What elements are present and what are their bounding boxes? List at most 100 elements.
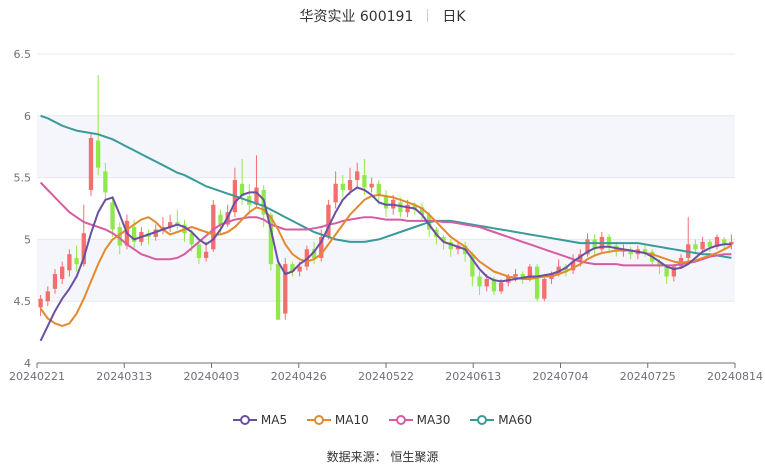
- x-tick-label: 20240725: [620, 370, 676, 383]
- candle-body: [275, 264, 281, 320]
- candlestick-chart: 44.555.566.5 20240221 20240313 20240403 202…: [9, 48, 763, 383]
- legend-ma30-label: MA30: [416, 412, 451, 427]
- legend-ma60[interactable]: MA60: [470, 413, 532, 427]
- candle: [96, 75, 101, 176]
- candle-body: [383, 196, 389, 209]
- candle-body: [369, 183, 374, 188]
- candle-body: [297, 266, 302, 272]
- candle: [347, 167, 353, 195]
- legend: MA5 MA10 MA30 MA60: [0, 412, 765, 430]
- candle-body: [218, 214, 223, 225]
- candle: [714, 234, 720, 250]
- candle: [254, 155, 259, 209]
- candle-body: [131, 227, 137, 242]
- candle: [628, 246, 633, 260]
- candle-body: [628, 249, 633, 255]
- candle-body: [448, 241, 453, 250]
- candle: [570, 254, 576, 275]
- candle: [52, 269, 58, 294]
- y-tick-label: 4.5: [14, 295, 32, 308]
- candle-body: [527, 266, 533, 279]
- candle-body: [167, 222, 173, 228]
- candle: [167, 214, 173, 232]
- candle: [362, 159, 367, 195]
- candle: [60, 261, 65, 284]
- candle-body: [45, 291, 50, 302]
- x-tick-label: 20240426: [271, 370, 327, 383]
- candle: [599, 231, 605, 252]
- candle-body: [520, 274, 525, 279]
- candle-body: [707, 241, 712, 247]
- candle: [275, 261, 281, 320]
- candle: [671, 264, 676, 282]
- candle-body: [283, 264, 288, 314]
- x-tick-label: 20240814: [707, 370, 763, 383]
- candle: [693, 239, 698, 255]
- candle-body: [74, 257, 79, 265]
- candle: [38, 295, 43, 317]
- candle-body: [398, 202, 403, 213]
- candle-body: [117, 227, 122, 246]
- title-divider: [427, 9, 429, 22]
- candle-body: [606, 236, 612, 246]
- candle-body: [88, 138, 94, 190]
- candle-body: [268, 214, 274, 265]
- chart-title: 华资实业 600191 日K: [0, 6, 765, 26]
- candle-body: [67, 254, 72, 271]
- candle: [592, 234, 597, 255]
- candle: [369, 177, 374, 193]
- candle-body: [556, 266, 561, 275]
- candle-body: [175, 222, 180, 225]
- candle-body: [355, 171, 360, 181]
- candle-body: [657, 261, 662, 267]
- candle-body: [592, 239, 597, 250]
- legend-ma10[interactable]: MA10: [306, 413, 369, 427]
- ma60-line: [40, 114, 732, 259]
- candle-body: [585, 239, 590, 255]
- legend-ma60-icon: [470, 415, 495, 425]
- candle-body: [290, 264, 295, 272]
- candle: [448, 239, 453, 257]
- candle-body: [722, 239, 727, 245]
- candle-body: [671, 266, 676, 277]
- x-tick-label: 20240522: [358, 370, 414, 383]
- candle-body: [534, 266, 540, 299]
- candle-body: [333, 183, 338, 203]
- candle-body: [96, 140, 101, 168]
- candle: [722, 236, 727, 250]
- candle-body: [729, 241, 734, 245]
- moving-average-lines: [39, 114, 732, 342]
- candle: [88, 134, 94, 197]
- candle-body: [498, 282, 504, 292]
- candle: [211, 199, 216, 252]
- ma10-line: [39, 193, 732, 327]
- legend-ma30[interactable]: MA30: [388, 412, 451, 427]
- legend-ma10-icon: [306, 415, 331, 425]
- legend-ma60-label: MA60: [498, 412, 533, 427]
- legend-ma5-label: MA5: [260, 412, 288, 427]
- candle: [290, 261, 295, 277]
- data-source: 数据来源： 恒生聚源: [326, 450, 439, 464]
- candle-body: [326, 204, 331, 237]
- x-axis: 20240221 20240313 20240403 20240426 20240522…: [9, 362, 763, 383]
- candle: [534, 264, 540, 302]
- stock-name: 华资实业 600191: [299, 9, 414, 25]
- candle: [67, 249, 72, 277]
- y-tick-label: 5.5: [14, 172, 32, 185]
- y-tick-label: 4: [24, 357, 31, 370]
- candle: [707, 239, 712, 252]
- legend-ma5[interactable]: MA5: [232, 412, 288, 427]
- candle: [642, 244, 648, 257]
- candle-body: [513, 274, 518, 277]
- x-tick-label: 20240403: [184, 370, 240, 383]
- candle-body: [254, 187, 259, 205]
- candle-body: [340, 183, 345, 190]
- candle: [103, 162, 108, 203]
- candle-body: [419, 207, 425, 215]
- candle-body: [110, 202, 115, 230]
- ma30-line: [39, 181, 732, 267]
- candle: [340, 175, 345, 198]
- candle-body: [347, 180, 353, 190]
- candle: [74, 245, 79, 272]
- candle-body: [311, 249, 317, 258]
